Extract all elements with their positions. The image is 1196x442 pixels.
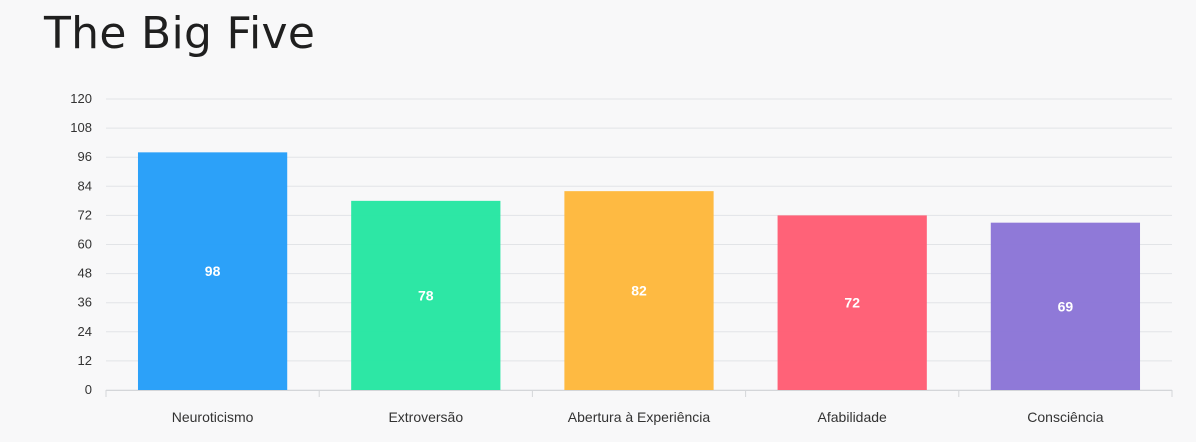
x-tick-label: Neuroticismo — [172, 409, 254, 425]
bar[interactable] — [351, 200, 501, 390]
bar[interactable] — [777, 215, 927, 390]
data-label: 78 — [418, 287, 434, 303]
x-tick-label: Consciência — [1027, 409, 1103, 425]
x-tick-label: Abertura à Experiência — [568, 409, 711, 425]
bar[interactable] — [564, 191, 714, 390]
y-tick-label: 108 — [70, 120, 92, 135]
y-tick-label: 96 — [78, 149, 92, 164]
y-tick-label: 60 — [78, 237, 92, 252]
data-label: 98 — [205, 263, 221, 279]
y-tick-label: 36 — [78, 295, 92, 310]
y-tick-label: 84 — [78, 178, 92, 193]
x-tick-label: Extroversão — [388, 409, 463, 425]
y-tick-label: 120 — [70, 91, 92, 106]
y-tick-label: 48 — [78, 266, 92, 281]
y-tick-label: 0 — [85, 382, 92, 397]
y-tick-label: 12 — [78, 353, 92, 368]
y-tick-label: 24 — [78, 324, 92, 339]
y-axis-ticks: 0 12 24 36 48 60 72 84 96 108 120 — [70, 91, 92, 397]
chart-bars: 98 78 82 72 69 — [137, 152, 1141, 390]
bar[interactable] — [137, 152, 288, 390]
data-label: 69 — [1058, 298, 1074, 314]
data-label: 72 — [844, 295, 860, 311]
page-title: The Big Five — [44, 8, 316, 59]
y-tick-label: 72 — [78, 207, 92, 222]
bar[interactable] — [990, 222, 1141, 390]
data-label: 82 — [631, 283, 647, 299]
x-axis: Neuroticismo Extroversão Abertura à Experi… — [105, 390, 1173, 425]
x-tick-label: Afabilidade — [818, 409, 887, 425]
